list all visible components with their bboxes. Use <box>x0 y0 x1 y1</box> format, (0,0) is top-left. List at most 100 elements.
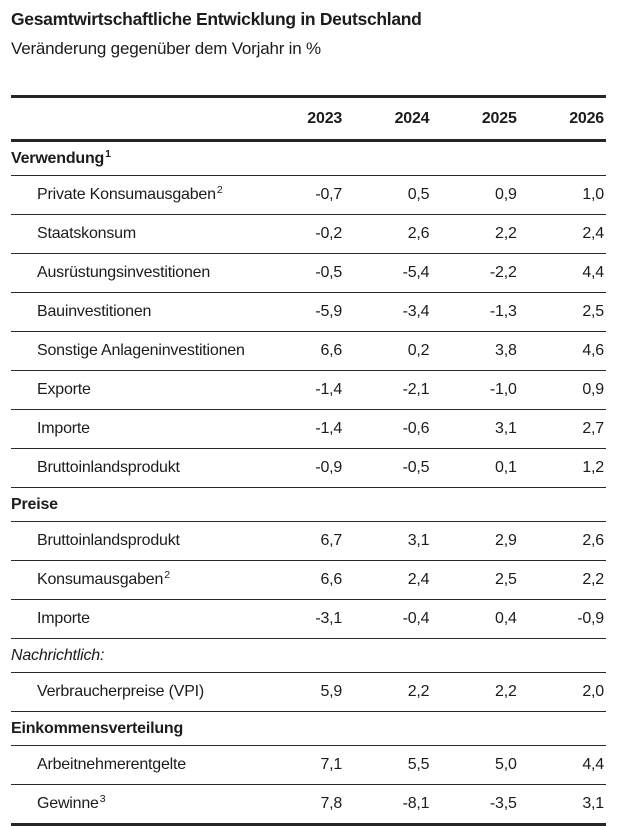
row-label-cell: Exporte <box>11 370 257 410</box>
row-label: Verbraucherpreise (VPI) <box>37 683 205 700</box>
row-label: Importe <box>37 420 90 437</box>
page-title: Gesamtwirtschaftliche Entwicklung in Deu… <box>11 9 422 29</box>
value-cell: 2,5 <box>431 560 519 600</box>
row-label-cell: Sonstige Anlageninvestitionen <box>11 331 257 371</box>
value-cell: -1,3 <box>431 292 519 332</box>
footnote-marker: 3 <box>99 793 106 805</box>
row-label-cell: Staatskonsum <box>11 214 257 254</box>
value-cell: 2,2 <box>431 672 519 712</box>
table-body: Verwendung1 Private Konsumausgaben2 -0,7 0,… <box>11 140 606 826</box>
value-cell: 4,6 <box>518 331 606 371</box>
row-label-cell: Konsumausgaben2 <box>11 560 257 600</box>
empty-header-cell <box>11 96 257 142</box>
value-cell: 0,9 <box>518 370 606 410</box>
row-label: Bruttoinlandsprodukt <box>37 532 180 549</box>
value-cell: 2,4 <box>344 560 432 600</box>
footnote-marker: 2 <box>216 184 223 196</box>
row-label: Bruttoinlandsprodukt <box>37 459 180 476</box>
row-label-cell: Importe <box>11 409 257 449</box>
value-cell: 4,4 <box>518 253 606 293</box>
table-row: Arbeitnehmerentgelte 7,1 5,5 5,0 4,4 <box>11 745 606 785</box>
value-cell: 7,1 <box>256 745 345 785</box>
year-header-2026: 2026 <box>518 96 606 142</box>
table-row: Staatskonsum -0,2 2,6 2,2 2,4 <box>11 214 606 254</box>
table-row: Konsumausgaben2 6,6 2,4 2,5 2,2 <box>11 560 606 600</box>
year-header-2023: 2023 <box>256 96 345 142</box>
value-cell: 3,1 <box>518 784 606 826</box>
row-label-cell: Bruttoinlandsprodukt <box>11 521 257 561</box>
section-header-cell: Einkommensverteilung <box>11 711 606 746</box>
value-cell: -0,9 <box>256 448 345 488</box>
value-cell: 6,7 <box>256 521 345 561</box>
row-label: Importe <box>37 610 90 627</box>
section-label: Nachrichtlich: <box>11 646 105 664</box>
table-row: Sonstige Anlageninvestitionen 6,6 0,2 3,8 4,… <box>11 331 606 371</box>
value-cell: 7,8 <box>256 784 345 826</box>
table-row: Bauinvestitionen -5,9 -3,4 -1,3 2,5 <box>11 292 606 332</box>
value-cell: 6,6 <box>256 331 345 371</box>
value-cell: 2,6 <box>344 214 432 254</box>
value-cell: -0,4 <box>344 599 432 639</box>
value-cell: 5,0 <box>431 745 519 785</box>
section-header-row: Einkommensverteilung <box>11 711 606 746</box>
row-label-cell: Private Konsumausgaben2 <box>11 175 257 215</box>
value-cell: -1,4 <box>256 409 345 449</box>
table-row: Private Konsumausgaben2 -0,7 0,5 0,9 1,0 <box>11 175 606 215</box>
value-cell: 6,6 <box>256 560 345 600</box>
row-label: Private Konsumausgaben <box>37 186 216 203</box>
value-cell: -0,6 <box>344 409 432 449</box>
section-label: Verwendung <box>11 149 105 167</box>
value-cell: 4,4 <box>518 745 606 785</box>
value-cell: -8,1 <box>344 784 432 826</box>
value-cell: 3,8 <box>431 331 519 371</box>
section-label: Preise <box>11 495 58 513</box>
value-cell: -1,0 <box>431 370 519 410</box>
row-label: Bauinvestitionen <box>37 303 152 320</box>
table-row: Bruttoinlandsprodukt 6,7 3,1 2,9 2,6 <box>11 521 606 561</box>
table-row: Verbraucherpreise (VPI) 5,9 2,2 2,2 2,0 <box>11 672 606 712</box>
value-cell: -0,9 <box>518 599 606 639</box>
row-label: Arbeitnehmerentgelte <box>37 756 186 773</box>
table-row: Bruttoinlandsprodukt -0,9 -0,5 0,1 1,2 <box>11 448 606 488</box>
row-label-cell: Gewinne3 <box>11 784 257 826</box>
value-cell: -2,2 <box>431 253 519 293</box>
value-cell: 2,0 <box>518 672 606 712</box>
value-cell: 0,4 <box>431 599 519 639</box>
value-cell: -5,4 <box>344 253 432 293</box>
table-row: Gewinne3 7,8 -8,1 -3,5 3,1 <box>11 784 606 826</box>
row-label-cell: Ausrüstungsinvestitionen <box>11 253 257 293</box>
value-cell: 1,0 <box>518 175 606 215</box>
value-cell: 5,5 <box>344 745 432 785</box>
economic-development-table: 2023 2024 2025 2026 Verwendung1 Private K… <box>11 95 606 826</box>
value-cell: -2,1 <box>344 370 432 410</box>
row-label-cell: Bauinvestitionen <box>11 292 257 332</box>
value-cell: -3,4 <box>344 292 432 332</box>
footnote-marker: 1 <box>105 147 111 160</box>
value-cell: -0,7 <box>256 175 345 215</box>
value-cell: 2,2 <box>518 560 606 600</box>
value-cell: 2,4 <box>518 214 606 254</box>
value-cell: -3,5 <box>431 784 519 826</box>
row-label: Gewinne <box>37 795 99 812</box>
table-row: Exporte -1,4 -2,1 -1,0 0,9 <box>11 370 606 410</box>
table-row: Importe -1,4 -0,6 3,1 2,7 <box>11 409 606 449</box>
value-cell: 2,6 <box>518 521 606 561</box>
value-cell: -1,4 <box>256 370 345 410</box>
value-cell: -5,9 <box>256 292 345 332</box>
row-label-cell: Bruttoinlandsprodukt <box>11 448 257 488</box>
value-cell: -0,2 <box>256 214 345 254</box>
section-header-row: Nachrichtlich: <box>11 638 606 673</box>
value-cell: 0,2 <box>344 331 432 371</box>
year-header-2024: 2024 <box>344 96 432 142</box>
section-header-row: Preise <box>11 487 606 522</box>
value-cell: 2,2 <box>431 214 519 254</box>
section-label: Einkommensverteilung <box>11 719 184 737</box>
table-row: Ausrüstungsinvestitionen -0,5 -5,4 -2,2 4,4 <box>11 253 606 293</box>
value-cell: -3,1 <box>256 599 345 639</box>
value-cell: 1,2 <box>518 448 606 488</box>
row-label-cell: Arbeitnehmerentgelte <box>11 745 257 785</box>
value-cell: -0,5 <box>256 253 345 293</box>
value-cell: 3,1 <box>344 521 432 561</box>
value-cell: 0,9 <box>431 175 519 215</box>
section-header-cell: Verwendung1 <box>11 140 606 176</box>
